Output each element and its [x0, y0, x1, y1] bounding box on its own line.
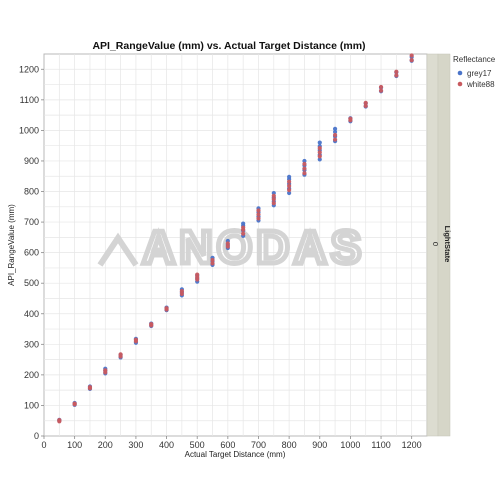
data-point-white88: [302, 161, 307, 167]
legend-marker-grey17: [457, 70, 463, 76]
x-axis-title: Actual Target Distance (mm): [185, 450, 286, 459]
data-point-white88: [256, 208, 261, 213]
data-point-grey17: [317, 157, 322, 162]
data-point-white88: [225, 241, 230, 246]
data-point-white88: [133, 337, 139, 342]
facet-label-value: 0: [431, 242, 440, 246]
data-point-white88: [394, 73, 399, 78]
data-point-white88: [363, 103, 368, 109]
y-tick-label: 1000: [19, 125, 39, 135]
legend-marker-white88: [457, 81, 463, 87]
y-tick-label: 100: [24, 400, 39, 410]
data-point-white88: [179, 289, 184, 294]
x-tick-label: 700: [251, 440, 266, 450]
x-tick-label: 100: [67, 440, 82, 450]
data-point-white88: [287, 179, 292, 184]
data-point-white88: [409, 58, 414, 63]
data-point-white88: [72, 401, 77, 406]
x-tick-label: 1100: [371, 440, 390, 450]
y-tick-label: 1200: [19, 64, 39, 74]
watermark-text: ANODAS: [142, 221, 365, 273]
data-point-white88: [103, 368, 108, 373]
data-point-white88: [302, 171, 307, 176]
legend: Reflectance grey17 white88: [453, 55, 496, 89]
chart-title: API_RangeValue (mm) vs. Actual Target Di…: [92, 40, 365, 52]
x-tick-label: 600: [220, 440, 235, 450]
data-point-white88: [271, 193, 276, 198]
data-point-white88: [271, 201, 276, 206]
data-point-white88: [302, 166, 307, 171]
y-tick-label: 600: [24, 248, 39, 258]
data-point-grey17: [332, 126, 338, 131]
data-point-white88: [118, 352, 123, 357]
y-tick-label: 0: [34, 431, 39, 441]
watermark: ANODAS: [97, 219, 365, 276]
grid-lines: [44, 54, 427, 436]
facet-label-lightstate: LightState: [443, 226, 452, 263]
data-point-white88: [210, 261, 215, 266]
facet-strip-outer: [437, 53, 451, 437]
data-point-white88: [394, 69, 399, 74]
y-axis-ticks: 0 100 200 300 400 500 600 700 800 900 1000 1100 1200: [19, 64, 44, 441]
data-point-white88: [87, 385, 93, 390]
data-point-white88: [195, 272, 200, 277]
data-point-grey17: [287, 190, 292, 196]
data-point-white88: [210, 257, 215, 263]
data-point-white88: [409, 53, 414, 58]
y-tick-label: 700: [24, 217, 39, 227]
x-tick-label: 200: [98, 440, 113, 450]
x-tick-label: 300: [128, 440, 143, 450]
data-point-grey17: [241, 221, 246, 226]
data-point-grey17: [302, 158, 307, 164]
facet-strip: LightState 0: [426, 53, 452, 437]
y-tick-label: 500: [24, 278, 39, 288]
data-point-white88: [225, 244, 230, 249]
legend-title: Reflectance: [453, 55, 496, 64]
y-tick-label: 300: [24, 339, 39, 349]
data-point-grey17: [317, 140, 322, 145]
data-points: [57, 53, 414, 424]
x-tick-label: 500: [190, 440, 205, 450]
y-tick-label: 1100: [20, 95, 39, 105]
legend-label-grey17: grey17: [467, 69, 492, 78]
x-tick-label: 1000: [340, 440, 360, 450]
data-point-white88: [332, 132, 338, 138]
data-point-white88: [256, 212, 261, 217]
data-point-white88: [317, 154, 322, 159]
data-point-white88: [271, 197, 276, 202]
x-tick-label: 1200: [402, 440, 422, 450]
data-point-white88: [378, 88, 384, 93]
data-point-white88: [164, 306, 169, 311]
data-point-white88: [317, 150, 322, 155]
y-tick-label: 400: [24, 309, 39, 319]
data-point-white88: [241, 231, 246, 236]
data-point-white88: [149, 322, 154, 327]
legend-label-white88: white88: [466, 80, 495, 89]
data-point-grey17: [287, 174, 292, 179]
data-point-white88: [378, 84, 384, 90]
data-point-grey17: [332, 129, 338, 135]
data-point-white88: [317, 146, 322, 151]
data-point-white88: [57, 418, 62, 423]
data-point-white88: [363, 100, 368, 105]
y-tick-label: 200: [24, 370, 39, 380]
data-point-white88: [287, 183, 292, 189]
y-axis-title: API_RangeValue (mm): [7, 204, 16, 286]
data-point-white88: [287, 187, 292, 193]
data-point-white88: [332, 137, 338, 142]
y-tick-label: 900: [24, 156, 39, 166]
data-point-white88: [256, 216, 261, 221]
data-point-white88: [241, 225, 246, 230]
x-tick-label: 800: [282, 440, 297, 450]
x-tick-label: 0: [41, 440, 46, 450]
plot-area: [43, 53, 428, 437]
data-point-white88: [348, 116, 353, 121]
y-tick-label: 800: [24, 187, 39, 197]
watermark-logo-shape: [97, 232, 139, 267]
x-tick-label: 900: [312, 440, 327, 450]
x-tick-label: 400: [159, 440, 174, 450]
x-axis-ticks: 0 100 200 300 400 500 600 700 800 900 1000 1100 1200: [41, 436, 422, 450]
